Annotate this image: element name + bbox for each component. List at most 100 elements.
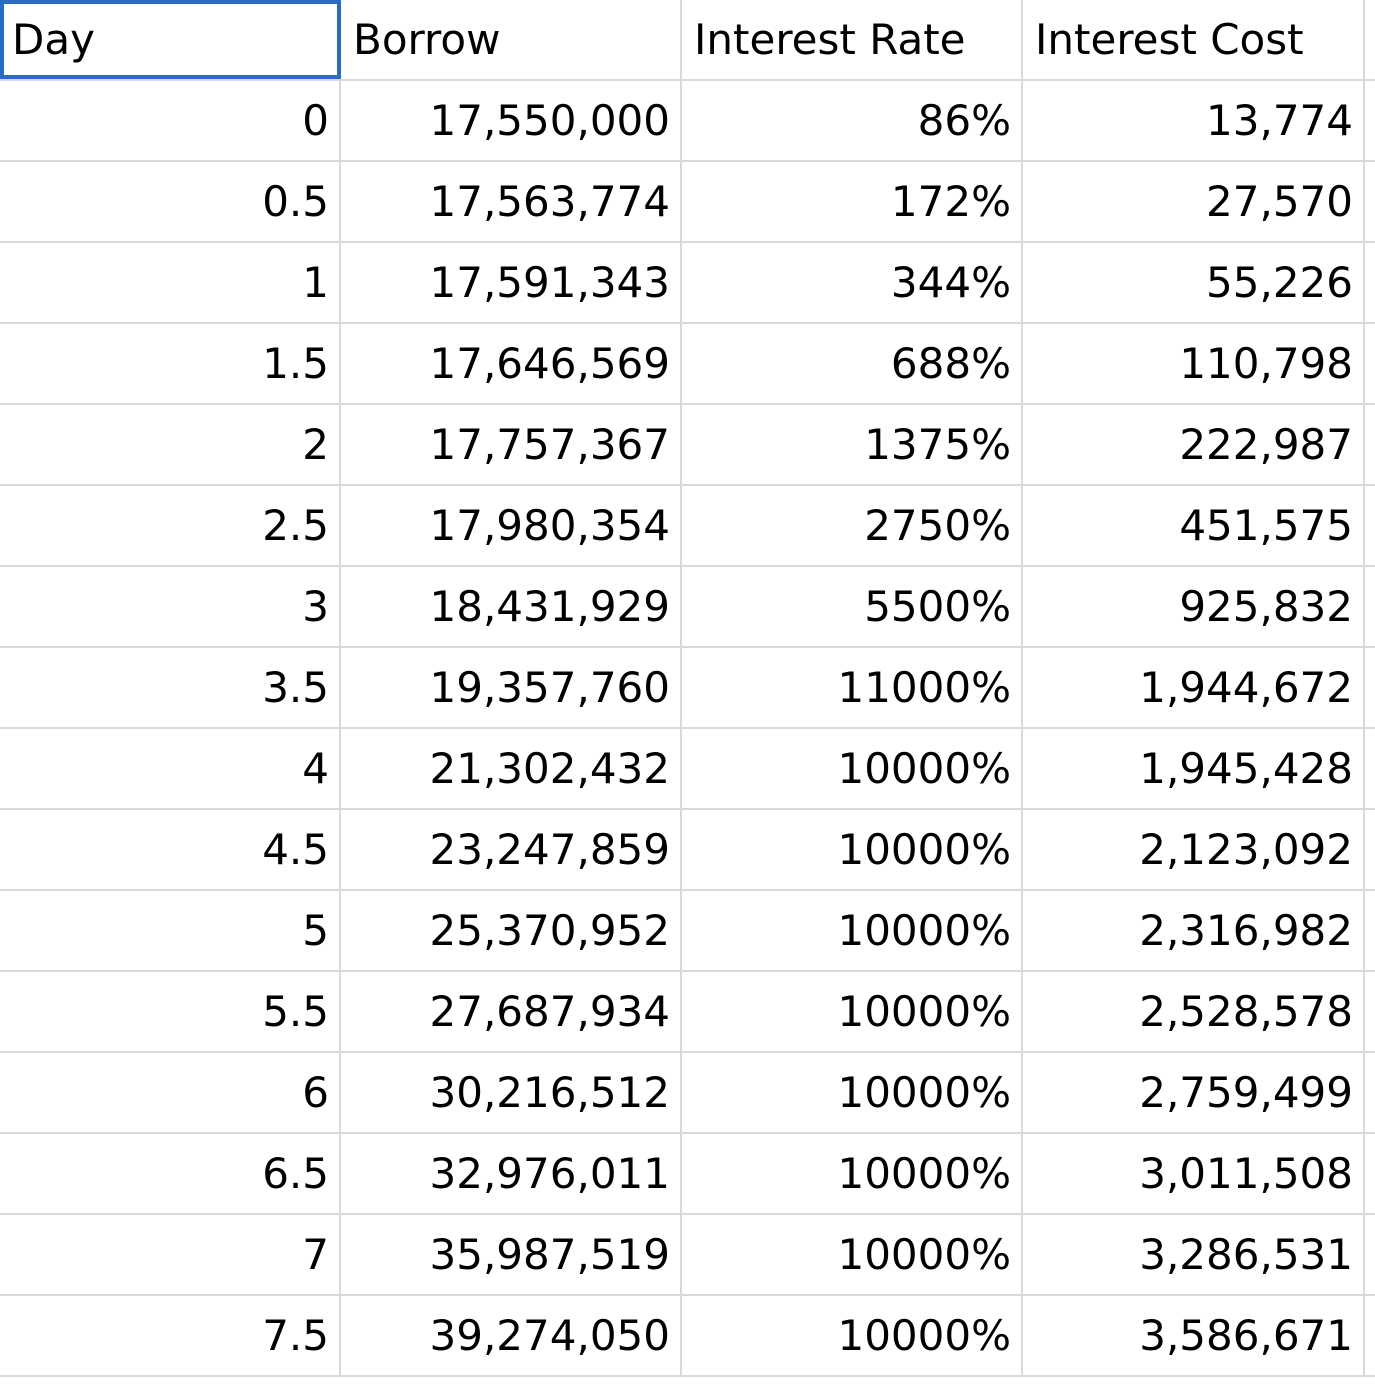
interest-rate-cell[interactable]: 688%	[682, 324, 1023, 403]
table-row: 6 30,216,512 10000% 2,759,499	[0, 1053, 1375, 1134]
interest-cost-cell[interactable]: 13,774	[1023, 81, 1365, 160]
day-cell[interactable]: 4.5	[0, 810, 341, 889]
header-cell-interest-cost[interactable]: Interest Cost	[1023, 0, 1365, 79]
empty-cell[interactable]	[1365, 162, 1375, 241]
interest-rate-cell[interactable]: 10000%	[682, 1215, 1023, 1294]
empty-cell[interactable]	[1365, 324, 1375, 403]
day-cell[interactable]: 3.5	[0, 648, 341, 727]
borrow-cell[interactable]: 25,370,952	[341, 891, 682, 970]
empty-cell[interactable]	[1365, 972, 1375, 1051]
table-row: 7 35,987,519 10000% 3,286,531	[0, 1215, 1375, 1296]
borrow-cell[interactable]: 19,357,760	[341, 648, 682, 727]
table-row: 7.5 39,274,050 10000% 3,586,671	[0, 1296, 1375, 1377]
day-cell[interactable]: 1	[0, 243, 341, 322]
borrow-cell[interactable]: 32,976,011	[341, 1134, 682, 1213]
interest-rate-cell[interactable]: 10000%	[682, 972, 1023, 1051]
interest-rate-cell[interactable]: 10000%	[682, 1296, 1023, 1375]
interest-rate-cell[interactable]: 11000%	[682, 648, 1023, 727]
interest-rate-cell[interactable]: 5500%	[682, 567, 1023, 646]
interest-cost-cell[interactable]: 1,944,672	[1023, 648, 1365, 727]
empty-cell[interactable]	[1365, 1134, 1375, 1213]
day-cell[interactable]: 5	[0, 891, 341, 970]
day-cell[interactable]: 2.5	[0, 486, 341, 565]
table-row: 0 17,550,000 86% 13,774	[0, 81, 1375, 162]
day-cell[interactable]: 3	[0, 567, 341, 646]
empty-cell[interactable]	[1365, 891, 1375, 970]
day-cell[interactable]: 0	[0, 81, 341, 160]
interest-cost-cell[interactable]: 1,945,428	[1023, 729, 1365, 808]
empty-cell[interactable]	[1365, 243, 1375, 322]
borrow-cell[interactable]: 17,563,774	[341, 162, 682, 241]
day-cell[interactable]: 0.5	[0, 162, 341, 241]
empty-cell[interactable]	[1365, 486, 1375, 565]
borrow-cell[interactable]: 23,247,859	[341, 810, 682, 889]
interest-cost-cell[interactable]: 110,798	[1023, 324, 1365, 403]
table-row: 1.5 17,646,569 688% 110,798	[0, 324, 1375, 405]
day-cell[interactable]: 6	[0, 1053, 341, 1132]
interest-cost-cell[interactable]: 2,123,092	[1023, 810, 1365, 889]
borrow-cell[interactable]: 30,216,512	[341, 1053, 682, 1132]
borrow-cell[interactable]: 17,550,000	[341, 81, 682, 160]
borrow-cell[interactable]: 17,646,569	[341, 324, 682, 403]
interest-rate-cell[interactable]: 10000%	[682, 1053, 1023, 1132]
empty-cell[interactable]	[1365, 648, 1375, 727]
interest-cost-cell[interactable]: 222,987	[1023, 405, 1365, 484]
interest-cost-cell[interactable]: 55,226	[1023, 243, 1365, 322]
interest-rate-cell[interactable]: 1375%	[682, 405, 1023, 484]
empty-cell[interactable]	[1365, 81, 1375, 160]
interest-cost-cell[interactable]: 2,528,578	[1023, 972, 1365, 1051]
empty-cell[interactable]	[1365, 1215, 1375, 1294]
interest-cost-cell[interactable]: 27,570	[1023, 162, 1365, 241]
borrow-cell[interactable]: 27,687,934	[341, 972, 682, 1051]
table-row: 2 17,757,367 1375% 222,987	[0, 405, 1375, 486]
interest-rate-cell[interactable]: 86%	[682, 81, 1023, 160]
borrow-cell[interactable]: 17,591,343	[341, 243, 682, 322]
interest-rate-cell[interactable]: 2750%	[682, 486, 1023, 565]
interest-cost-cell[interactable]: 3,286,531	[1023, 1215, 1365, 1294]
interest-cost-cell[interactable]: 925,832	[1023, 567, 1365, 646]
day-cell[interactable]: 4	[0, 729, 341, 808]
empty-cell[interactable]	[1365, 0, 1375, 79]
borrow-cell[interactable]: 17,757,367	[341, 405, 682, 484]
table-row: 1 17,591,343 344% 55,226	[0, 243, 1375, 324]
empty-cell[interactable]	[1365, 810, 1375, 889]
empty-cell[interactable]	[1365, 567, 1375, 646]
interest-rate-cell[interactable]: 10000%	[682, 1134, 1023, 1213]
table-row: 5.5 27,687,934 10000% 2,528,578	[0, 972, 1375, 1053]
empty-cell[interactable]	[1365, 1296, 1375, 1375]
borrow-cell[interactable]: 17,980,354	[341, 486, 682, 565]
interest-cost-cell[interactable]: 3,586,671	[1023, 1296, 1365, 1375]
interest-rate-cell[interactable]: 10000%	[682, 891, 1023, 970]
interest-rate-cell[interactable]: 344%	[682, 243, 1023, 322]
table-row: 4.5 23,247,859 10000% 2,123,092	[0, 810, 1375, 891]
table-row: 5 25,370,952 10000% 2,316,982	[0, 891, 1375, 972]
day-cell[interactable]: 1.5	[0, 324, 341, 403]
header-cell-interest-rate[interactable]: Interest Rate	[682, 0, 1023, 79]
day-cell[interactable]: 2	[0, 405, 341, 484]
table-row: 6.5 32,976,011 10000% 3,011,508	[0, 1134, 1375, 1215]
table-row: 4 21,302,432 10000% 1,945,428	[0, 729, 1375, 810]
interest-cost-cell[interactable]: 3,011,508	[1023, 1134, 1365, 1213]
borrow-cell[interactable]: 39,274,050	[341, 1296, 682, 1375]
interest-rate-cell[interactable]: 10000%	[682, 729, 1023, 808]
borrow-cell[interactable]: 18,431,929	[341, 567, 682, 646]
day-cell[interactable]: 7	[0, 1215, 341, 1294]
empty-cell[interactable]	[1365, 405, 1375, 484]
interest-rate-cell[interactable]: 172%	[682, 162, 1023, 241]
empty-cell[interactable]	[1365, 729, 1375, 808]
day-cell[interactable]: 6.5	[0, 1134, 341, 1213]
interest-cost-cell[interactable]: 2,759,499	[1023, 1053, 1365, 1132]
interest-rate-cell[interactable]: 10000%	[682, 810, 1023, 889]
day-cell[interactable]: 5.5	[0, 972, 341, 1051]
table-row: 0.5 17,563,774 172% 27,570	[0, 162, 1375, 243]
header-cell-day[interactable]: Day	[0, 0, 341, 79]
empty-cell[interactable]	[1365, 1053, 1375, 1132]
borrow-cell[interactable]: 21,302,432	[341, 729, 682, 808]
borrow-cell[interactable]: 35,987,519	[341, 1215, 682, 1294]
interest-cost-cell[interactable]: 451,575	[1023, 486, 1365, 565]
day-cell[interactable]: 7.5	[0, 1296, 341, 1375]
header-cell-borrow[interactable]: Borrow	[341, 0, 682, 79]
interest-cost-cell[interactable]: 2,316,982	[1023, 891, 1365, 970]
table-row: 3.5 19,357,760 11000% 1,944,672	[0, 648, 1375, 729]
